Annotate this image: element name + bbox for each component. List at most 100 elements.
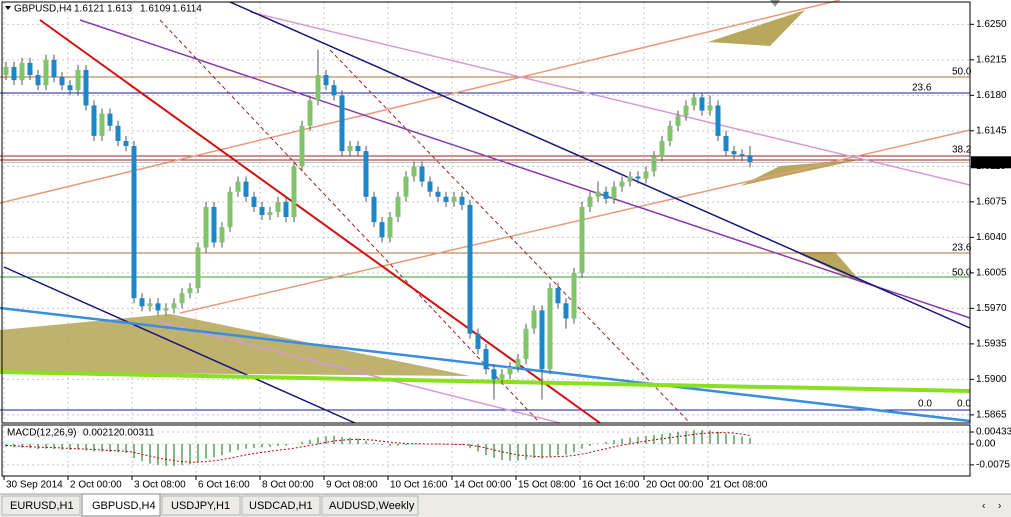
- fibo-label: 0.0: [957, 399, 971, 410]
- candle-body-down: [467, 204, 473, 334]
- candle-body-up: [683, 105, 689, 116]
- candle-body-down: [435, 191, 441, 197]
- y-tick-label: 1.5935: [976, 339, 1007, 350]
- candle-body-down: [355, 146, 361, 152]
- candle-body-down: [67, 85, 73, 91]
- candle-body-up: [547, 288, 553, 370]
- tab-label[interactable]: USDCAD,H1: [249, 500, 313, 512]
- candle-body-up: [499, 374, 505, 380]
- candle-body-down: [723, 135, 729, 152]
- candle-body-up: [403, 176, 409, 197]
- candle-body-down: [59, 77, 65, 86]
- candle-body-up: [171, 303, 177, 309]
- y-tick-label: 1.5900: [976, 374, 1007, 385]
- candle-body-up: [163, 308, 169, 311]
- candle-body-down: [107, 113, 113, 126]
- candle-body-up: [291, 166, 297, 218]
- candle-body-down: [475, 333, 481, 349]
- candle-body-up: [515, 359, 521, 368]
- tab[interactable]: USDCAD,H1: [241, 495, 321, 516]
- main-panel-border: [1, 1, 971, 424]
- candle-body-down: [323, 75, 329, 86]
- fibo-label: 50.0: [952, 268, 972, 279]
- candle-body-down: [131, 146, 137, 299]
- macd-layer: [5, 430, 751, 466]
- candle-body-down: [747, 155, 753, 163]
- y-tick-label: 0.00433: [976, 427, 1011, 438]
- menu-arrow: [5, 6, 11, 10]
- trend-line: [39, 19, 601, 424]
- candle-body-up: [307, 100, 313, 126]
- tab[interactable]: EURUSD,H1: [1, 495, 81, 516]
- candle-body-down: [123, 140, 129, 147]
- candle-body-down: [491, 369, 497, 380]
- x-tick-label: 3 Oct 08:00: [134, 480, 186, 491]
- candle-body-up: [643, 171, 649, 179]
- triangle-object: [708, 10, 805, 46]
- candle-body-up: [587, 196, 593, 207]
- trend-line: [249, 11, 971, 186]
- candle-body-down: [51, 59, 57, 78]
- candle-body-up: [219, 227, 225, 243]
- fibo-label: 38.2: [952, 145, 972, 156]
- candle-body-down: [603, 191, 609, 199]
- y-tick-label: -0.0075: [976, 460, 1010, 471]
- candle-body-down: [363, 151, 369, 197]
- candle-body-down: [11, 66, 17, 81]
- macd-panel-border: [1, 424, 971, 477]
- candle-body-down: [443, 196, 449, 202]
- y-tick-label: 1.6145: [976, 125, 1007, 136]
- candle-body-up: [187, 288, 193, 294]
- candle-body-down: [563, 303, 569, 319]
- tab-label[interactable]: GBPUSD,H4: [92, 500, 156, 512]
- candle-body-up: [675, 115, 681, 126]
- tab-label[interactable]: AUDUSD,Weekly: [329, 500, 415, 512]
- candle-body-up: [19, 62, 25, 81]
- macd-main-value: 0.00212: [83, 428, 120, 439]
- ohlc-close: 1.6114: [172, 4, 202, 15]
- y-tick-label: 1.6040: [976, 232, 1007, 243]
- candle-body-up: [595, 191, 601, 197]
- fibo-label: 23.6: [912, 83, 932, 94]
- tab[interactable]: AUDUSD,Weekly: [321, 495, 419, 516]
- candle-body-down: [371, 196, 377, 223]
- candle-body-up: [523, 328, 529, 360]
- trend-line: [0, 370, 971, 393]
- candle-body-down: [115, 125, 121, 141]
- trend-line: [3, 266, 356, 424]
- candle-body-down: [339, 95, 345, 152]
- candle-body-up: [659, 140, 665, 157]
- tab-label[interactable]: USDJPY,H1: [171, 500, 230, 512]
- trend-line: [79, 19, 971, 319]
- candles-layer: [3, 49, 753, 400]
- candle-body-down: [731, 151, 737, 155]
- candle-body-up: [147, 303, 153, 307]
- axes-layer: GBPUSD,H4 1.6121 1.613 1.6109 1.6114 MAC…: [1, 1, 1011, 491]
- tab-active[interactable]: GBPUSD,H4: [81, 493, 161, 517]
- candle-body-up: [99, 113, 105, 136]
- fibo-label: 23.6: [952, 243, 972, 254]
- candle-body-up: [395, 196, 401, 218]
- scroll-right[interactable]: ›: [998, 501, 1001, 512]
- y-tick-label: 1.6180: [976, 90, 1007, 101]
- candle-body-down: [635, 176, 641, 179]
- tab[interactable]: USDJPY,H1: [161, 495, 241, 516]
- y-tick-label: 1.6250: [976, 19, 1007, 30]
- scroll-left[interactable]: ‹: [982, 501, 985, 512]
- candle-body-down: [459, 196, 465, 205]
- candle-body-up: [3, 66, 9, 76]
- x-tick-label: 20 Oct 00:00: [646, 480, 704, 491]
- x-tick-label: 15 Oct 08:00: [518, 480, 576, 491]
- candle-body-up: [651, 156, 657, 172]
- tab-label[interactable]: EURUSD,H1: [10, 500, 74, 512]
- candle-body-up: [707, 105, 713, 111]
- candle-body-down: [35, 75, 41, 86]
- candle-body-down: [539, 310, 545, 370]
- candle-body-up: [227, 191, 233, 228]
- macd-signal-line: [5, 432, 751, 463]
- y-tick-label: 1.5970: [976, 303, 1007, 314]
- candle-body-down: [483, 348, 489, 370]
- candle-body-down: [91, 105, 97, 136]
